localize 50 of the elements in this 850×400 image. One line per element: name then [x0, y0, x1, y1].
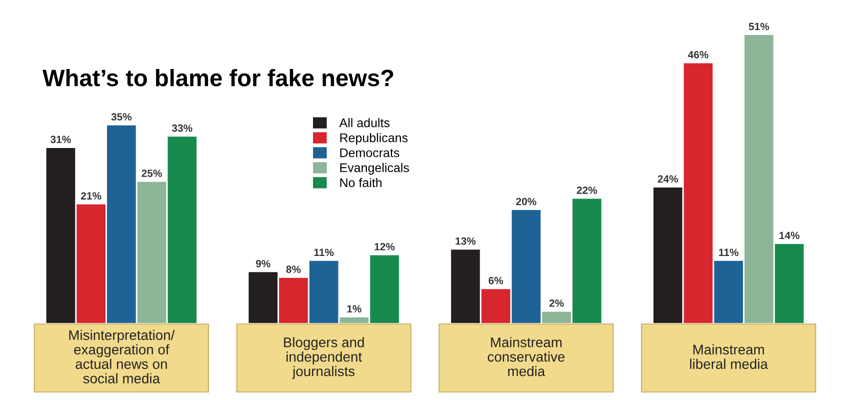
- legend-label: Democrats: [340, 148, 400, 158]
- bar: [744, 35, 774, 323]
- x-tick-label: Mainstream conservative media: [488, 337, 565, 376]
- data-label: 24%: [658, 175, 678, 183]
- data-label: 2%: [549, 299, 564, 307]
- bar: [542, 312, 571, 323]
- data-label: 20%: [516, 198, 536, 206]
- bar: [481, 289, 510, 323]
- bar: [309, 260, 338, 323]
- data-label: 13%: [456, 237, 476, 245]
- data-label: 31%: [50, 136, 71, 144]
- data-label: 8%: [286, 266, 301, 273]
- bar: [107, 125, 136, 323]
- bar: [76, 204, 106, 323]
- data-label: 14%: [780, 232, 800, 240]
- text: What’s to blame for fake news?: [42, 68, 394, 86]
- legend-label: Republicans: [340, 133, 408, 145]
- bar: [653, 187, 682, 323]
- data-label: 9%: [256, 260, 270, 268]
- bar: [279, 278, 308, 323]
- bar: [451, 250, 480, 323]
- data-label: 11%: [719, 248, 738, 256]
- data-label: 1%: [347, 305, 362, 312]
- bar: [340, 317, 369, 323]
- data-label: 51%: [748, 22, 770, 30]
- legend-label: All adults: [339, 118, 390, 128]
- data-label: 21%: [81, 192, 102, 200]
- data-label: 6%: [488, 276, 504, 284]
- bar: [774, 244, 804, 323]
- bar: [168, 136, 197, 323]
- bar: [46, 148, 76, 323]
- data-label: 22%: [576, 186, 598, 194]
- bar: [248, 272, 278, 323]
- x-tick-label: Bloggers and independent journalists: [284, 337, 364, 379]
- bar: [137, 182, 166, 323]
- bar: [684, 63, 713, 323]
- data-label: 25%: [142, 170, 162, 177]
- bar: [714, 260, 743, 323]
- data-label: 46%: [688, 51, 708, 58]
- bar: [572, 198, 602, 323]
- legend-label: No faith: [340, 178, 382, 188]
- data-label: 11%: [314, 248, 334, 256]
- data-label: 35%: [111, 113, 132, 121]
- bar: [512, 210, 541, 323]
- x-tick-label: Mainstream liberal media: [690, 344, 768, 369]
- bar: [370, 255, 399, 323]
- legend-label: Evangelicals: [340, 162, 409, 175]
- data-label: 33%: [172, 124, 192, 132]
- data-label: 12%: [374, 243, 395, 250]
- x-tick-label: Misinterpretation/ exaggeration of actual news on social media: [69, 330, 175, 384]
